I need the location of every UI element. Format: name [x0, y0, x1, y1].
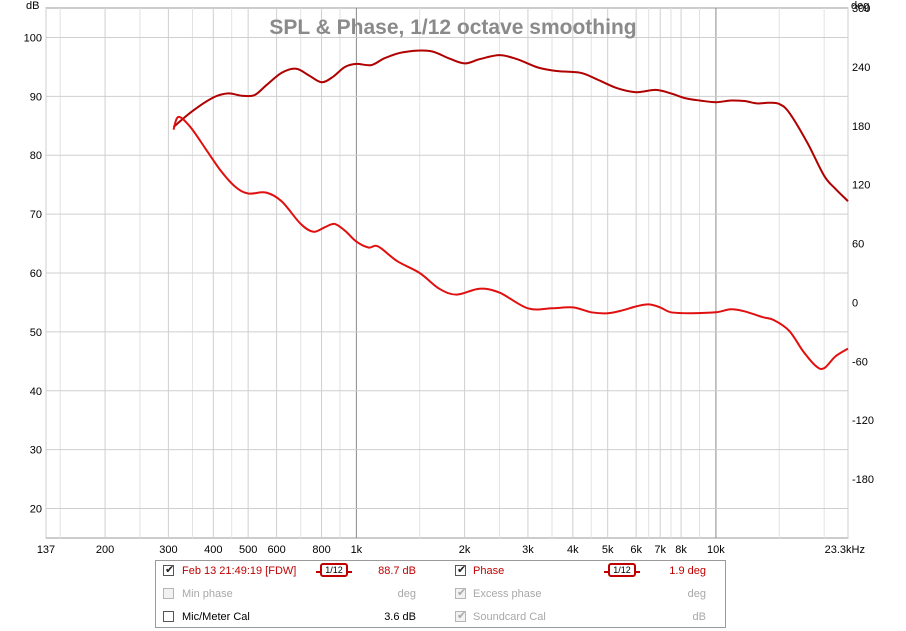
phase-cursor-value: 1.9 deg [669, 565, 706, 577]
legend-row-measurement: ✔ Feb 13 21:49:19 [FDW] 1/12 88.7 dB ✔ P… [156, 561, 725, 581]
min-phase-checkbox[interactable] [163, 588, 174, 599]
x-tick-label: 800 [312, 544, 330, 556]
phase-series-line [172, 115, 849, 371]
spl-series-label: Feb 13 21:49:19 [FDW] [182, 565, 297, 577]
legend-panel: ✔ Feb 13 21:49:19 [FDW] 1/12 88.7 dB ✔ P… [155, 560, 726, 628]
check-icon: ✔ [457, 564, 467, 576]
spl-smoothing-button[interactable]: 1/12 [320, 563, 348, 577]
phase-smoothing-button[interactable]: 1/12 [608, 563, 636, 577]
x-axis-ticks: 137 200 300 400 500 600 800 1k 2k 3k 4k 5k 6k 7k 8k 10k… [37, 544, 865, 556]
mic-cal-value: 3.6 dB [384, 611, 416, 623]
series-group [172, 49, 849, 371]
x-tick-label: 4k [567, 544, 579, 556]
y-left-tick-label: 90 [30, 91, 42, 103]
x-tick-label: 500 [239, 544, 257, 556]
x-tick-label: 23.3kHz [825, 544, 865, 556]
x-tick-label: 7k [654, 544, 666, 556]
x-tick-label: 8k [675, 544, 687, 556]
y-left-tick-label: 20 [30, 504, 42, 516]
phase-checkbox[interactable]: ✔ [455, 564, 467, 576]
x-tick-label: 300 [159, 544, 177, 556]
y-right-tick-label: 240 [852, 62, 870, 74]
excess-phase-value: deg [687, 588, 706, 600]
mic-cal-label: Mic/Meter Cal [182, 611, 250, 623]
y-left-tick-label: 70 [30, 209, 42, 221]
y-left-tick-label: 50 [30, 327, 42, 339]
excess-phase-checkbox[interactable]: ✔ [455, 587, 467, 599]
soundcard-cal-label: Soundcard Cal [473, 611, 546, 623]
x-tick-label: 1k [351, 544, 363, 556]
y-right-axis-ticks: -180 -120 -60 0 60 120 180 240 300 [852, 3, 874, 486]
legend-row-min-phase: Min phase deg ✔ Excess phase deg [156, 584, 725, 604]
x-tick-label: 400 [204, 544, 222, 556]
x-tick-label: 137 [37, 544, 55, 556]
y-right-tick-label: -60 [852, 356, 868, 368]
spl-phase-chart[interactable]: 137 200 300 400 500 600 800 1k 2k 3k 4k 5k 6k 7k 8k 10k… [0, 0, 906, 560]
x-tick-label: 10k [707, 544, 725, 556]
chart-title: SPL & Phase, 1/12 octave smoothing [269, 16, 636, 39]
y-left-tick-label: 100 [24, 32, 42, 44]
soundcard-cal-value: dB [692, 611, 706, 623]
x-tick-label: 200 [96, 544, 114, 556]
x-tick-label: 3k [522, 544, 534, 556]
grid-lines [45, 8, 849, 538]
mic-cal-checkbox[interactable] [163, 611, 174, 622]
x-tick-label: 6k [630, 544, 642, 556]
y-left-tick-label: 30 [30, 445, 42, 457]
y-left-tick-label: 80 [30, 150, 42, 162]
y-right-tick-label: 180 [852, 121, 870, 133]
y-left-unit-label: dB [26, 0, 39, 12]
check-icon: ✔ [457, 587, 467, 599]
legend-row-calibration: Mic/Meter Cal 3.6 dB ✔ Soundcard Cal dB [156, 607, 725, 627]
y-right-tick-label: 0 [852, 297, 858, 309]
y-right-unit-label: deg [851, 0, 869, 12]
spl-checkbox[interactable]: ✔ [163, 564, 175, 576]
spl-series-line [172, 49, 849, 202]
x-tick-label: 5k [602, 544, 614, 556]
x-tick-label: 600 [267, 544, 285, 556]
soundcard-cal-checkbox[interactable]: ✔ [455, 610, 467, 622]
min-phase-label: Min phase [182, 588, 233, 600]
y-right-tick-label: -120 [852, 415, 874, 427]
y-right-tick-label: 300 [852, 3, 870, 15]
spl-cursor-value: 88.7 dB [378, 565, 416, 577]
y-left-tick-label: 60 [30, 268, 42, 280]
x-tick-label: 2k [459, 544, 471, 556]
check-icon: ✔ [457, 610, 467, 622]
y-left-tick-label: 40 [30, 386, 42, 398]
y-right-tick-label: 60 [852, 239, 864, 251]
y-right-tick-label: -180 [852, 474, 874, 486]
phase-series-label: Phase [473, 565, 505, 577]
y-right-tick-label: 120 [852, 180, 870, 192]
excess-phase-label: Excess phase [473, 588, 542, 600]
check-icon: ✔ [165, 564, 175, 576]
min-phase-value: deg [397, 588, 416, 600]
y-left-axis-ticks: 20 30 40 50 60 70 80 90 100 [24, 32, 42, 515]
